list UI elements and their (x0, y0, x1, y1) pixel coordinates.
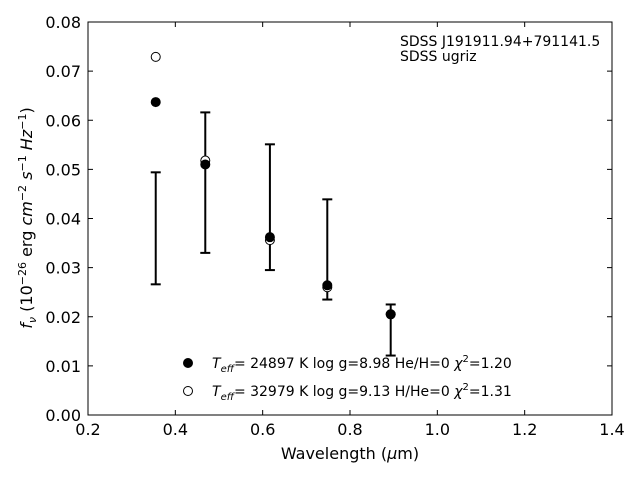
annotation-object: SDSS J191911.94+791141.5 (400, 34, 600, 50)
x-tick-label: 0.2 (75, 420, 100, 439)
y-tick-label: 0.02 (45, 308, 81, 327)
y-axis-label: fν (10−26 erg cm−2 s−1 Hz−1) (16, 107, 39, 328)
errorbar (200, 111, 211, 254)
errorbar (264, 143, 275, 272)
y-tick-label: 0.07 (45, 62, 81, 81)
y-axis-ticks: 0.00 0.01 0.02 0.03 0.04 0.05 0.06 0.07 0.08 (45, 13, 612, 425)
y-tick-label: 0.03 (45, 259, 81, 278)
y-tick-label: 0.04 (45, 210, 81, 229)
model-point-filled (150, 97, 161, 108)
y-tick-label: 0.06 (45, 111, 81, 130)
y-tick-label: 0.00 (45, 406, 81, 425)
annotation-survey: SDSS ugriz (400, 49, 477, 65)
legend-label-1: Teff= 24897 K log g=8.98 He/H=0 χ2=1.20 (212, 354, 512, 375)
legend-label-2: Teff= 32979 K log g=9.13 H/He=0 χ2=1.31 (212, 382, 512, 403)
y-tick-label: 0.01 (45, 357, 81, 376)
x-axis-ticks: 0.2 0.4 0.6 0.8 1.0 1.2 1.4 (75, 22, 625, 439)
errorbar (150, 171, 161, 286)
x-tick-label: 0.6 (250, 420, 275, 439)
legend-marker-filled (183, 358, 193, 368)
model-point-filled (322, 280, 333, 291)
x-axis-label: Wavelength (μm) (281, 444, 419, 463)
observed-errorbars (150, 111, 396, 357)
x-tick-label: 1.0 (425, 420, 450, 439)
x-tick-label: 1.2 (512, 420, 537, 439)
y-tick-label: 0.05 (45, 160, 81, 179)
model-point-filled (385, 309, 396, 320)
model-point-filled (200, 159, 211, 170)
model-point-open (150, 51, 161, 62)
x-tick-label: 1.4 (599, 420, 624, 439)
model-point-filled (264, 232, 275, 243)
legend-marker-open (183, 386, 193, 396)
legend: Teff= 24897 K log g=8.98 He/H=0 χ2=1.20 … (183, 354, 512, 403)
y-tick-label: 0.08 (45, 13, 81, 32)
x-tick-label: 0.8 (337, 420, 362, 439)
x-tick-label: 0.4 (163, 420, 188, 439)
model-series (150, 51, 396, 320)
